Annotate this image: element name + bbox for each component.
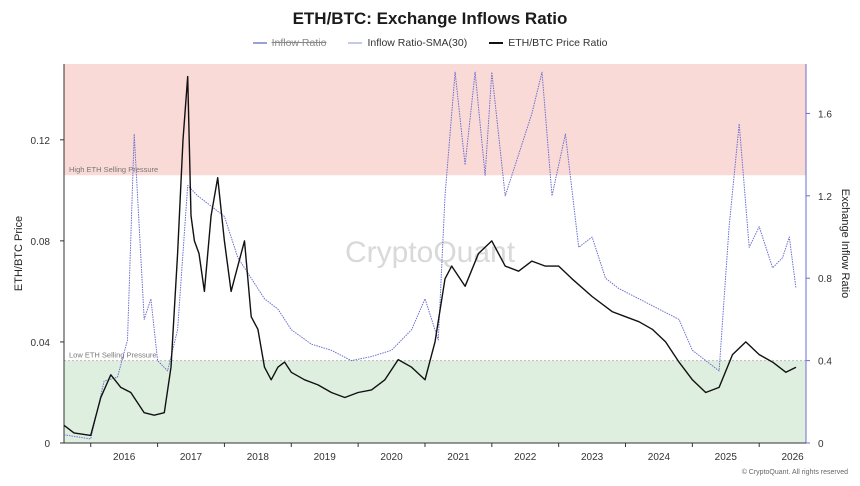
right-tick-label: 0 [818, 439, 824, 450]
right-tick-label: 0.8 [818, 274, 832, 285]
legend-label-eth-btc-price: ETH/BTC Price Ratio [508, 37, 608, 49]
left-axis-title: ETH/BTC Price [13, 216, 25, 291]
legend-swatch-inflow-ratio-sma [348, 42, 363, 44]
x-tick-label: 2020 [380, 452, 403, 463]
series-line-eth-btc-price [63, 75, 797, 437]
x-tick-label: 2023 [581, 452, 604, 463]
x-tick-label: 2017 [180, 452, 203, 463]
left-y-ticks: 0 0.04 0.08 0.12 [31, 136, 64, 450]
legend-swatch-eth-btc-price [489, 42, 504, 44]
right-y-ticks: 0 0.4 0.8 1.2 1.6 [806, 109, 832, 450]
copyright-footer: © CryptoQuant. All rights reserved [741, 469, 848, 476]
right-tick-label: 1.6 [818, 109, 832, 120]
zone-high-label: High ETH Selling Pressure [69, 165, 158, 174]
legend-swatch-inflow-ratio [252, 42, 267, 44]
x-tick-label: 2022 [514, 452, 537, 463]
zone-low-label: Low ETH Selling Pressure [69, 351, 157, 360]
zone-high-selling-pressure [64, 64, 806, 176]
right-tick-label: 0.4 [818, 357, 832, 368]
x-tick-label: 2024 [648, 452, 671, 463]
left-tick-label: 0.12 [31, 136, 51, 147]
x-ticks: 2016 2017 2018 2019 2020 2021 2022 2023 2024 2025… [90, 443, 805, 463]
x-tick-label: 2018 [247, 452, 270, 463]
zone-low-selling-pressure [64, 360, 806, 443]
watermark: CryptoQuant [345, 236, 516, 269]
left-tick-label: 0 [44, 439, 50, 450]
right-tick-label: 1.2 [818, 192, 832, 203]
series-line-inflow-ratio-sma [63, 71, 797, 440]
x-tick-label: 2025 [715, 452, 738, 463]
left-tick-label: 0.04 [31, 338, 51, 349]
legend-item-inflow-ratio[interactable]: Inflow Ratio [252, 37, 327, 49]
legend-label-inflow-ratio: Inflow Ratio [271, 37, 327, 49]
left-tick-label: 0.08 [31, 237, 51, 248]
chart-legend: Inflow Ratio Inflow Ratio-SMA(30) ETH/BT… [0, 37, 860, 49]
x-tick-label: 2019 [314, 452, 337, 463]
x-tick-label: 2021 [447, 452, 470, 463]
legend-item-inflow-ratio-sma[interactable]: Inflow Ratio-SMA(30) [348, 37, 467, 49]
legend-item-eth-btc-price[interactable]: ETH/BTC Price Ratio [489, 37, 607, 49]
chart-title: ETH/BTC: Exchange Inflows Ratio [292, 9, 568, 28]
legend-label-inflow-ratio-sma: Inflow Ratio-SMA(30) [367, 37, 468, 49]
right-axis-title: Exchange Inflow Ratio [839, 189, 851, 298]
x-tick-label: 2016 [113, 452, 136, 463]
x-tick-label: 2026 [782, 452, 805, 463]
